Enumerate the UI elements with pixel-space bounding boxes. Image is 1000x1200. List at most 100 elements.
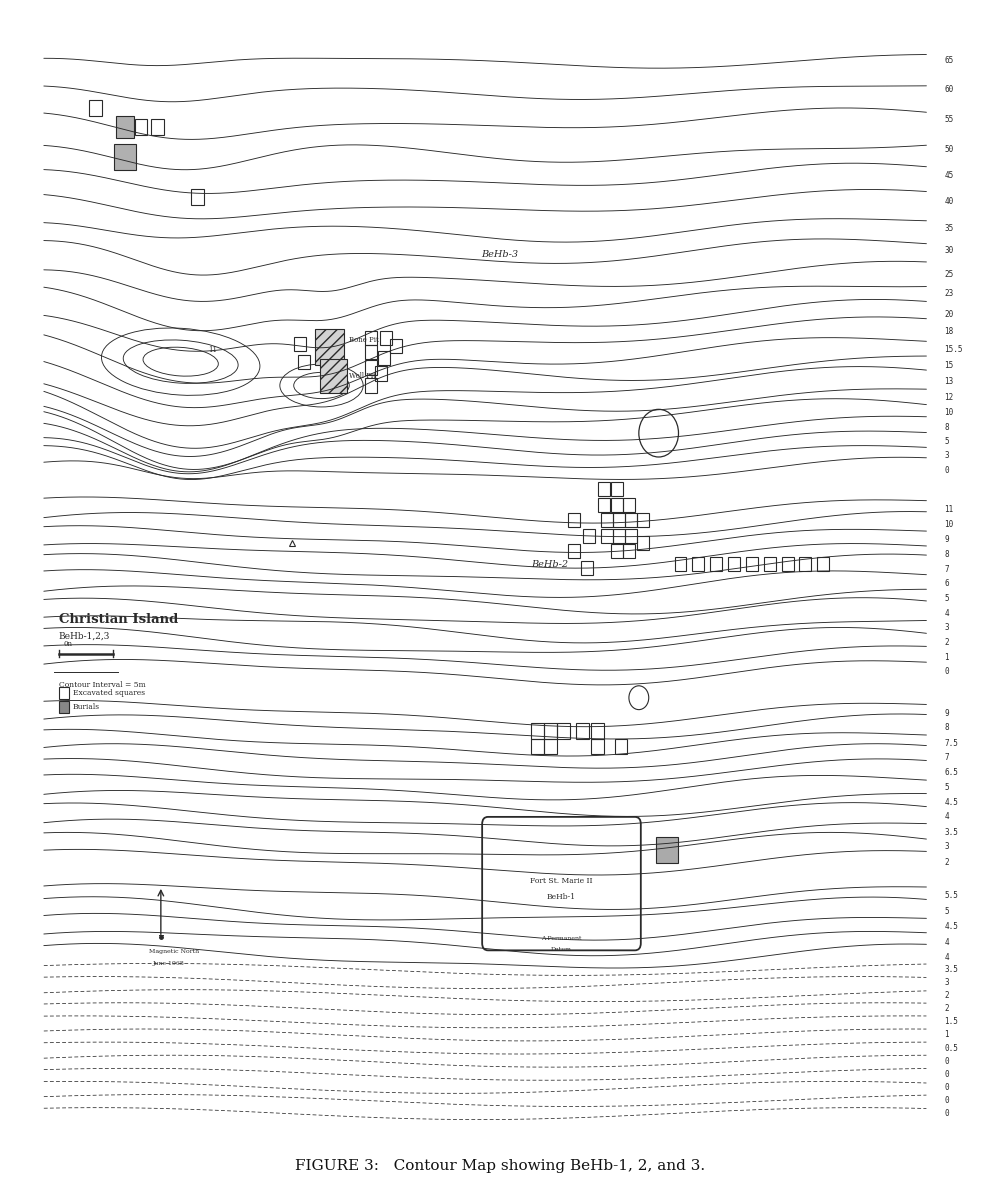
Text: 11: 11	[208, 346, 217, 354]
Text: 4: 4	[944, 937, 949, 947]
Text: BeHb-1: BeHb-1	[547, 893, 576, 901]
Text: 3: 3	[944, 623, 949, 632]
Text: June 1968: June 1968	[153, 961, 185, 966]
Bar	[728, 557, 740, 571]
Bar	[378, 350, 390, 365]
Text: 0.5: 0.5	[944, 1044, 958, 1052]
Text: Magnetic North: Magnetic North	[149, 949, 199, 954]
Bar	[611, 482, 623, 497]
Text: 0: 0	[944, 1082, 949, 1092]
Text: 2: 2	[944, 1004, 949, 1013]
Text: 5: 5	[944, 906, 949, 916]
Text: 5: 5	[944, 594, 949, 604]
Bar	[380, 331, 392, 344]
Bar	[365, 360, 377, 374]
Bar	[320, 359, 347, 392]
Text: Bone Pit: Bone Pit	[349, 336, 379, 344]
Bar	[568, 514, 580, 527]
Bar	[390, 340, 402, 353]
Text: 15.5: 15.5	[944, 346, 963, 354]
Bar	[315, 330, 344, 365]
Text: 0: 0	[944, 466, 949, 475]
Bar	[817, 557, 829, 571]
Text: 13: 13	[944, 378, 954, 386]
Text: 8: 8	[944, 422, 949, 432]
Text: 0: 0	[944, 1057, 949, 1066]
Text: 4.5: 4.5	[944, 922, 958, 931]
Text: 4: 4	[944, 812, 949, 821]
Text: 8: 8	[944, 724, 949, 732]
Text: 6: 6	[944, 578, 949, 588]
Bar	[601, 514, 613, 527]
Text: 10: 10	[944, 521, 954, 529]
Text: 30: 30	[944, 246, 954, 256]
Text: 5.5: 5.5	[944, 892, 958, 900]
Text: 0: 0	[944, 1069, 949, 1079]
Text: BeHb-2: BeHb-2	[531, 559, 568, 569]
Text: 3.5: 3.5	[944, 965, 958, 974]
Bar	[583, 528, 595, 542]
Bar	[692, 557, 704, 571]
Bar	[531, 739, 544, 755]
Text: 40: 40	[944, 198, 954, 206]
Text: BeHb-1,2,3: BeHb-1,2,3	[59, 631, 110, 641]
Text: 55: 55	[944, 115, 954, 125]
Text: Excavated squares: Excavated squares	[73, 689, 145, 697]
Bar	[623, 498, 635, 512]
Bar	[601, 528, 613, 542]
Bar	[151, 119, 164, 134]
Text: 3: 3	[944, 978, 949, 988]
Bar	[375, 366, 387, 380]
Text: FIGURE 3:   Contour Map showing BeHb-1, 2, and 3.: FIGURE 3: Contour Map showing BeHb-1, 2,…	[295, 1159, 705, 1174]
Bar	[625, 514, 637, 527]
Text: 0n: 0n	[64, 640, 73, 648]
Text: 3.5: 3.5	[944, 828, 958, 836]
Text: 6.5: 6.5	[944, 768, 958, 778]
Text: 9: 9	[944, 709, 949, 718]
Text: 3: 3	[944, 451, 949, 461]
Text: 4.5: 4.5	[944, 798, 958, 808]
Text: 12: 12	[944, 392, 954, 402]
Bar	[294, 337, 306, 350]
Bar	[613, 514, 625, 527]
Bar	[746, 557, 758, 571]
Bar	[298, 354, 310, 368]
Bar	[598, 482, 610, 497]
Bar	[544, 739, 557, 755]
Text: 0: 0	[944, 1109, 949, 1118]
Text: 5: 5	[944, 437, 949, 446]
Text: 10: 10	[944, 408, 954, 418]
Text: 15: 15	[944, 361, 954, 370]
Bar	[615, 739, 627, 755]
Bar	[623, 544, 635, 558]
Bar	[116, 116, 134, 138]
Bar	[581, 560, 593, 575]
Text: BeHb-3: BeHb-3	[481, 250, 519, 259]
Bar	[625, 528, 637, 542]
Text: Contour Interval = 5m: Contour Interval = 5m	[59, 682, 145, 689]
Text: Christian Island: Christian Island	[59, 613, 178, 626]
Bar	[544, 724, 557, 739]
Text: Well Pit: Well Pit	[349, 372, 376, 380]
Text: Fort St. Marie II: Fort St. Marie II	[530, 877, 593, 886]
Text: 60: 60	[944, 85, 954, 95]
Bar	[557, 724, 570, 739]
Bar	[611, 498, 623, 512]
Text: 20: 20	[944, 310, 954, 318]
Bar	[114, 144, 136, 170]
Bar	[59, 686, 69, 698]
Bar	[591, 724, 604, 739]
Text: 35: 35	[944, 223, 954, 233]
Text: 50: 50	[944, 145, 954, 154]
Bar	[365, 378, 377, 392]
Text: 65: 65	[944, 55, 954, 65]
Text: 18: 18	[944, 328, 954, 336]
Text: 11: 11	[944, 505, 954, 514]
Bar	[135, 119, 147, 134]
Bar	[656, 838, 678, 863]
Text: 0: 0	[944, 667, 949, 676]
Bar	[611, 544, 623, 558]
Text: 7: 7	[944, 752, 949, 762]
Text: 2: 2	[944, 638, 949, 648]
Bar	[365, 344, 377, 359]
